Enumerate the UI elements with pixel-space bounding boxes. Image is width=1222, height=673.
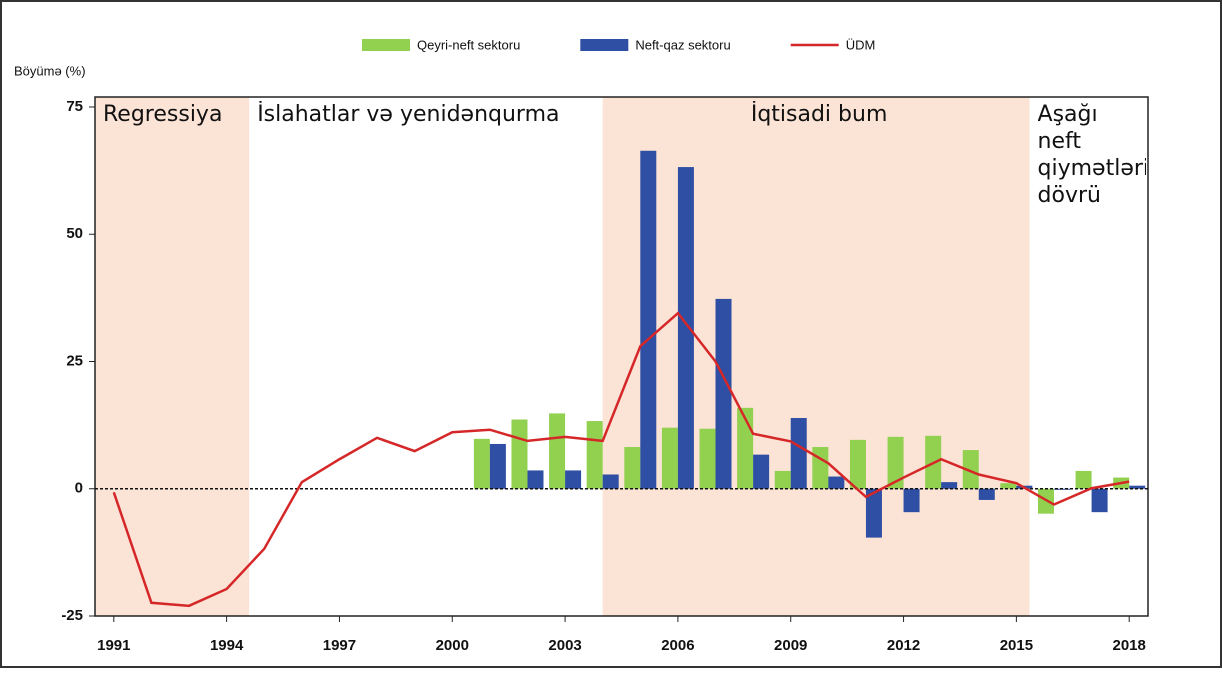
legend-label: Qeyri-neft sektoru [417,37,520,52]
bar [715,298,732,489]
y-tick-label: 50 [66,225,83,242]
bar [640,150,657,489]
bar [978,488,995,500]
legend-swatch [580,39,629,51]
x-tick-label: 2015 [1000,637,1033,654]
bar [753,454,770,489]
bar [1129,485,1146,489]
bar [790,417,807,489]
x-tick-label: 1994 [210,637,244,654]
y-tick-label: -25 [61,607,83,624]
x-tick-label: 2006 [661,637,694,654]
bar [849,439,866,489]
x-tick-label: 1991 [97,637,130,654]
bar [473,438,490,489]
period-label: Aşağı neft qiymətləri dövrü [1037,102,1146,208]
bar [1000,483,1017,489]
bar [941,482,958,489]
bar [812,447,829,489]
bar [828,476,845,489]
bar [511,419,528,489]
period-label: İqtisadi bum [750,102,888,127]
period-label: İslahatlar və yenidənqurma [257,102,560,127]
x-tick-label: 2000 [436,637,469,654]
x-tick-label: 2003 [548,637,581,654]
x-tick-label: 1997 [323,637,356,654]
y-tick-label: 0 [75,480,83,497]
y-tick-label: 75 [66,98,83,115]
period-label: Regressiya [103,102,223,127]
period-label-box: İqtisadi bum [750,102,888,127]
period-band [95,97,250,616]
legend-swatch [362,39,410,51]
bar [677,167,694,489]
bar [565,470,582,489]
bar [489,443,506,489]
bar [602,474,619,489]
bar [699,428,716,489]
x-tick-label: 2018 [1113,637,1146,654]
x-tick-label: 2009 [774,637,807,654]
bar [586,421,603,489]
bar [1091,488,1108,513]
bar [1075,470,1092,489]
bar [887,436,904,489]
period-label-box: Regressiya [103,102,223,127]
bar [527,470,544,489]
bar [624,447,641,489]
legend-label: ÜDM [846,37,876,52]
period-band [602,97,1030,616]
period-label-box: İslahatlar və yenidənqurma [257,102,560,127]
plot-frame [94,96,1149,617]
bar [774,470,791,489]
y-tick-label: 25 [66,352,83,369]
line [112,311,1130,608]
bar [903,488,920,513]
legend-label: Neft-qaz sektoru [635,37,730,52]
period-label-box: Aşağı neft qiymətləri dövrü [1037,102,1146,208]
x-tick-label: 2012 [887,637,920,654]
bar [549,413,566,489]
bar [661,427,678,489]
y-axis-label: Böyümə (%) [14,63,86,78]
bar [962,450,979,489]
bar [865,488,882,538]
